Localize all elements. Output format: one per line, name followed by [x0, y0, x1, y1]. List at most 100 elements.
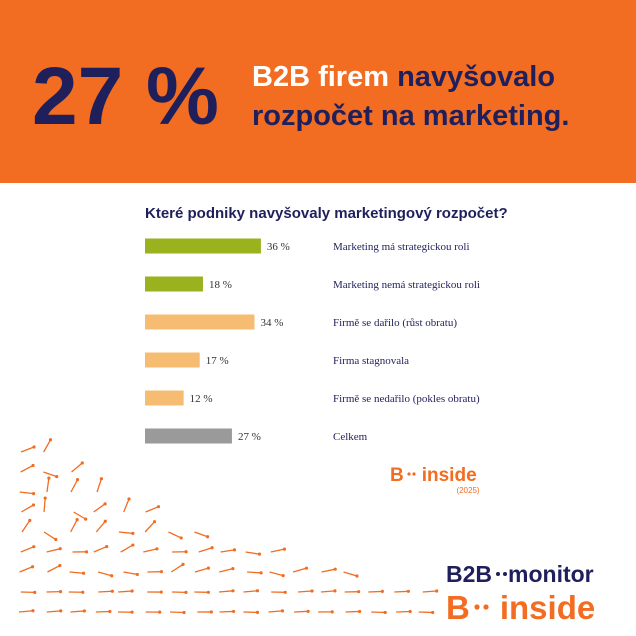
arrow-head: [135, 572, 139, 577]
arrow-head: [31, 503, 36, 507]
arrow-head: [99, 477, 104, 481]
category-label: Celkem: [333, 431, 368, 443]
arrow: [143, 548, 158, 553]
logo-b: B: [390, 465, 404, 486]
arrow-head: [304, 566, 309, 570]
bar: [145, 390, 184, 406]
logo-dot: [412, 472, 416, 476]
bar: [145, 428, 232, 444]
arrow-head: [58, 563, 62, 568]
arrow-head: [28, 518, 32, 522]
arrow-head: [48, 438, 53, 442]
arrow: [320, 590, 335, 593]
arrow: [245, 551, 260, 555]
arrow-head: [182, 610, 186, 615]
arrow: [343, 571, 358, 577]
arrow-head: [358, 609, 362, 614]
bar: [145, 276, 203, 292]
arrow: [70, 519, 78, 533]
arrow: [219, 567, 234, 573]
logo-dot: [407, 472, 411, 476]
arrow: [71, 462, 83, 473]
arrow-head: [31, 609, 35, 613]
arrow: [93, 545, 107, 553]
arrow-head: [257, 552, 262, 556]
bar-chart: 36 % Marketing má strategickou roli 18 % Ma…: [145, 238, 480, 444]
arrow: [168, 531, 182, 539]
arrow: [69, 571, 84, 574]
logo-dot: [483, 604, 489, 610]
arrow-head: [406, 589, 410, 593]
arrow: [123, 571, 138, 576]
arrow: [43, 531, 57, 541]
arrow-head: [84, 517, 88, 521]
b2b-monitor-logo: B2B monitor: [446, 561, 594, 587]
arrow-head: [82, 609, 86, 613]
arrow: [345, 610, 360, 613]
arrow-decoration: [18, 438, 439, 615]
arrow: [93, 503, 106, 513]
arrow-head: [210, 546, 214, 550]
arrow: [70, 479, 79, 493]
logo-inside: inside: [422, 465, 477, 486]
arrow: [118, 531, 133, 535]
bar: [145, 352, 200, 368]
arrow: [20, 446, 35, 453]
arrow: [19, 566, 33, 573]
arrow: [194, 567, 209, 573]
arrow-head: [310, 589, 314, 593]
arrow-head: [80, 461, 84, 465]
value-label: 18 %: [209, 279, 232, 291]
category-label: Firmě se dařilo (růst obratu): [333, 317, 457, 329]
arrow-head: [43, 496, 47, 500]
logo-monitor: monitor: [508, 561, 594, 587]
arrow-head: [159, 570, 164, 574]
arrow-head: [206, 566, 211, 570]
arrow: [243, 590, 258, 593]
arrow: [422, 590, 437, 593]
arrow-head: [81, 571, 86, 575]
arrow-head: [31, 463, 35, 468]
arrow: [220, 549, 235, 553]
arrow: [43, 471, 57, 478]
arrow-head: [209, 610, 213, 614]
arrow-head: [306, 609, 310, 613]
arrow-head: [259, 571, 263, 575]
arrow-head: [431, 610, 435, 615]
arrow-head: [333, 589, 337, 593]
arrow-head: [281, 574, 285, 578]
headline-line1: B2B firem navyšovalo: [252, 61, 555, 93]
arrow-head: [33, 590, 37, 594]
arrow-head: [110, 574, 114, 578]
arrow: [321, 568, 336, 573]
arrow-head: [32, 445, 36, 449]
arrow: [123, 498, 130, 513]
arrow: [95, 520, 106, 533]
bar: [145, 314, 255, 330]
arrow: [194, 531, 208, 538]
arrow: [294, 610, 309, 613]
arrow: [97, 571, 112, 577]
arrow: [21, 504, 34, 513]
logo-dot: [474, 604, 480, 610]
arrow: [268, 610, 283, 613]
arrow-head: [255, 610, 260, 615]
arrow-head: [408, 609, 412, 614]
arrow-head: [58, 590, 63, 594]
value-label: 17 %: [206, 355, 229, 367]
arrow-head: [282, 547, 287, 551]
arrow-head: [357, 590, 361, 594]
arrow-head: [231, 566, 235, 571]
arrow-head: [54, 537, 58, 542]
arrow: [20, 464, 34, 473]
arrow: [20, 546, 35, 553]
arrow: [394, 590, 409, 593]
headline-white: B2B firem: [252, 61, 389, 93]
arrow-head: [156, 505, 161, 509]
arrow-head: [355, 574, 359, 578]
arrow: [218, 590, 234, 593]
arrow-head: [231, 589, 235, 593]
bar: [145, 238, 261, 254]
arrow-head: [84, 550, 89, 554]
